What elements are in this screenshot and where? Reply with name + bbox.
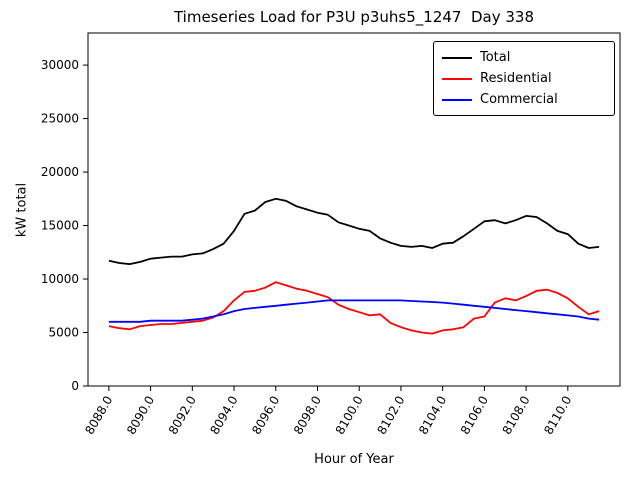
legend-item-total: Total	[442, 47, 606, 68]
x-tick-label: 8104.0	[416, 394, 449, 437]
x-tick-label: 8096.0	[249, 394, 282, 437]
y-axis-label: kW total	[14, 182, 30, 238]
y-tick-label: 20000	[41, 165, 79, 179]
y-tick-label: 5000	[48, 326, 79, 340]
y-tick-label: 15000	[41, 219, 79, 233]
x-tick-label: 8090.0	[124, 394, 157, 437]
x-tick-label: 8088.0	[82, 394, 115, 437]
x-tick-label: 8094.0	[208, 394, 241, 437]
series-line-commercial	[108, 299, 600, 323]
legend: Total Residential Commercial	[433, 41, 615, 116]
y-tick-label: 10000	[41, 272, 79, 286]
x-axis-label: Hour of Year	[314, 452, 394, 467]
x-tick-label: 8100.0	[333, 394, 366, 437]
residential-line-swatch	[442, 77, 472, 80]
legend-label-residential: Residential	[480, 71, 552, 86]
x-tick-label: 8098.0	[291, 394, 324, 437]
y-tick-label: 30000	[41, 58, 79, 72]
plot-border	[87, 32, 621, 387]
series-line-residential	[108, 281, 600, 335]
series-line-total	[108, 197, 600, 266]
x-tick-label: 8108.0	[500, 394, 533, 437]
x-tick-label: 8106.0	[458, 394, 491, 437]
y-tick-label: 25000	[41, 112, 79, 126]
legend-item-commercial: Commercial	[442, 89, 606, 110]
legend-label-commercial: Commercial	[480, 92, 558, 107]
total-line-swatch	[442, 56, 472, 59]
x-tick-label: 8092.0	[166, 394, 199, 437]
y-tick-label: 0	[71, 379, 79, 393]
chart-title: Timeseries Load for P3U p3uhs5_1247 Day …	[173, 8, 535, 26]
commercial-line-swatch	[442, 98, 472, 101]
legend-item-residential: Residential	[442, 68, 606, 89]
x-tick-label: 8102.0	[374, 394, 407, 437]
legend-label-total: Total	[480, 50, 511, 65]
x-tick-label: 8110.0	[541, 394, 574, 437]
